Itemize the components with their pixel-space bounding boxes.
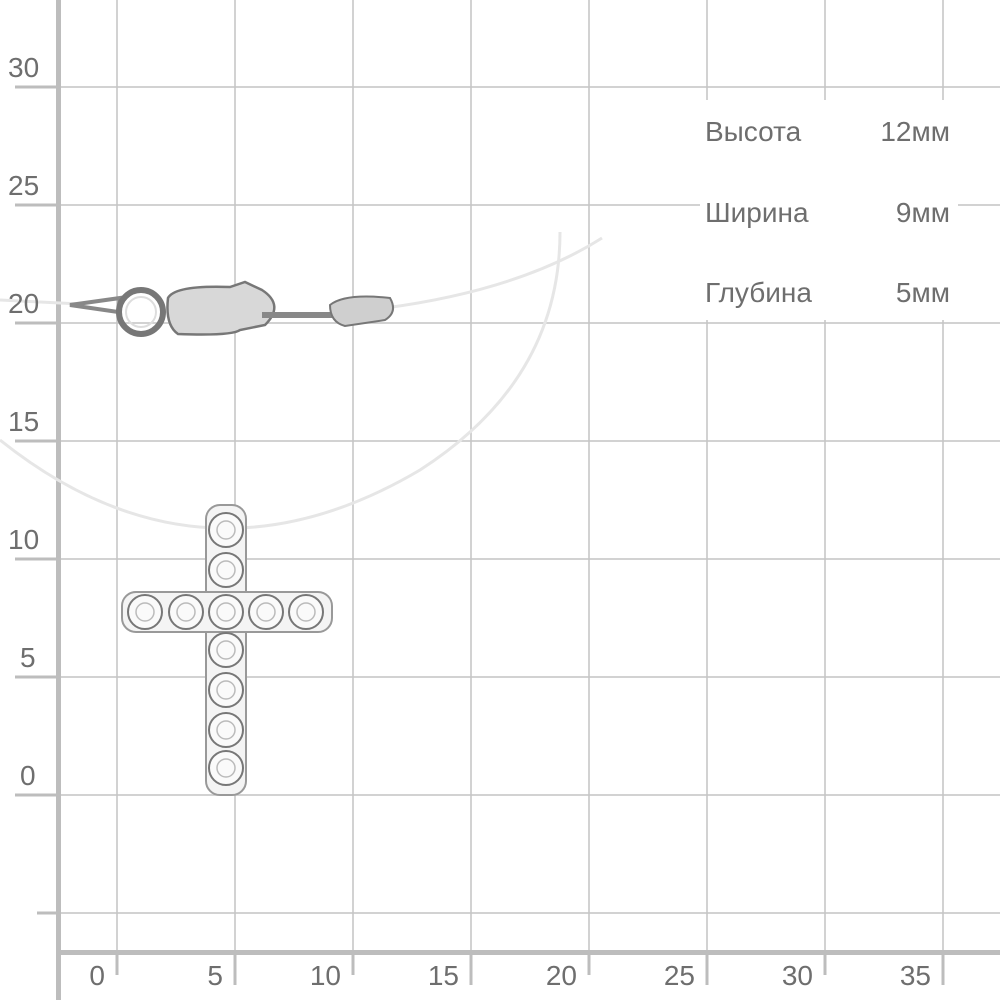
y-tick — [15, 557, 57, 561]
gem-icon — [208, 512, 244, 548]
x-tick-label: 0 — [89, 960, 105, 991]
y-tick-label: 20 — [8, 288, 40, 319]
x-tick-label: 25 — [663, 960, 695, 991]
y-tick — [15, 675, 57, 679]
x-tick — [115, 955, 119, 975]
gem-icon — [208, 594, 244, 630]
y-tick — [15, 793, 57, 797]
x-tick-label: 35 — [899, 960, 931, 991]
cross-pendant-icon — [121, 504, 333, 796]
y-tick-label: 30 — [8, 52, 40, 83]
gem-icon — [168, 594, 204, 630]
spec-value: 12мм — [880, 116, 950, 147]
gem-icon — [208, 632, 244, 668]
specs-panel: Высота 12мм Ширина 9мм Глубина 5мм — [700, 100, 958, 320]
gem-icon — [248, 594, 284, 630]
y-tick-label: 15 — [8, 406, 40, 437]
x-tick — [351, 955, 355, 975]
spec-label: Глубина — [705, 277, 812, 308]
gem-icon — [127, 594, 163, 630]
x-axis-line — [56, 950, 1000, 955]
gem-icon — [208, 552, 244, 588]
x-tick — [941, 955, 945, 985]
y-tick — [15, 203, 57, 207]
necklace-cord-icon — [0, 231, 603, 530]
spec-label: Высота — [705, 116, 802, 147]
y-tick — [15, 85, 57, 89]
x-tick — [587, 955, 591, 975]
y-tick-label: 0 — [20, 760, 36, 791]
x-tick-label: 20 — [545, 960, 577, 991]
y-tick — [37, 911, 57, 915]
spec-depth: Глубина 5мм — [705, 278, 950, 308]
y-tick — [15, 439, 57, 443]
x-tick-label: 5 — [207, 960, 223, 991]
x-tick — [823, 955, 827, 975]
spec-label: Ширина — [705, 197, 809, 228]
y-tick-label: 5 — [20, 642, 36, 673]
spec-height: Высота 12мм — [705, 117, 950, 147]
y-tick — [15, 321, 57, 325]
gem-icon — [208, 750, 244, 786]
x-tick — [469, 955, 473, 985]
x-tick-label: 10 — [309, 960, 341, 991]
gem-icon — [208, 672, 244, 708]
lobster-clasp-icon — [69, 280, 395, 337]
y-tick-label: 25 — [8, 170, 40, 201]
x-tick — [705, 955, 709, 985]
x-tick-label: 30 — [781, 960, 813, 991]
spec-width: Ширина 9мм — [705, 198, 950, 228]
x-tick-label: 15 — [427, 960, 459, 991]
y-axis-line — [56, 0, 61, 1000]
gem-icon — [288, 594, 324, 630]
y-tick-label: 10 — [8, 524, 40, 555]
x-tick — [233, 955, 237, 985]
spec-value: 9мм — [895, 197, 950, 228]
spec-value: 5мм — [895, 277, 950, 308]
gem-icon — [208, 712, 244, 748]
